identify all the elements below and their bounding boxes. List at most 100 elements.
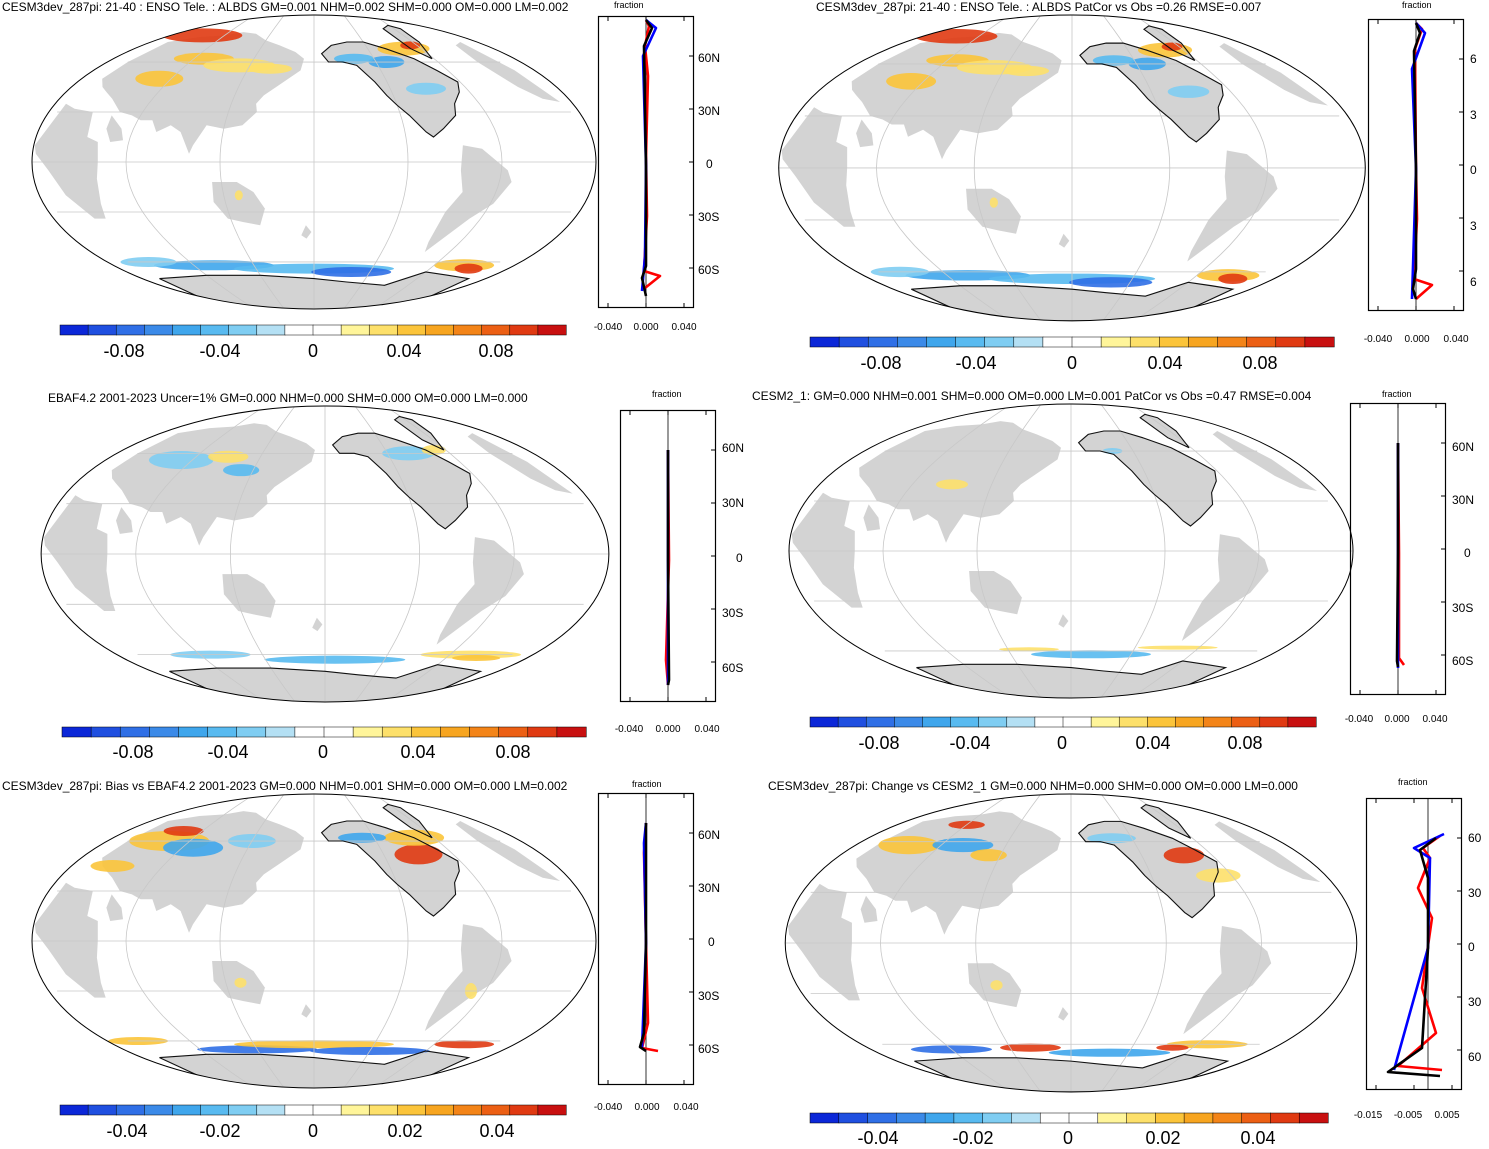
colorbar-swatch (922, 716, 952, 728)
anomaly-field (90, 826, 495, 1055)
longitude-line (341, 15, 409, 309)
land-polygon (312, 617, 323, 632)
anomaly-patch (234, 190, 243, 201)
colorbar-label: -0.04 (857, 1128, 899, 1148)
longitude-line (1098, 794, 1167, 1092)
colorbar-swatch (1175, 716, 1205, 728)
colorbar-swatch (90, 726, 121, 738)
colorbar-swatch (978, 716, 1008, 728)
land-polygon (863, 504, 880, 531)
colorbar-swatch (537, 1104, 567, 1116)
zonal-lat-label: 60 (1468, 831, 1482, 845)
anomaly-patch (394, 844, 443, 865)
anomaly-patch (135, 70, 184, 87)
coastlines (916, 413, 1228, 698)
anomaly-patch (338, 832, 386, 843)
coastlines (169, 415, 483, 702)
colorbar-label: -0.04 (949, 733, 991, 753)
land-polygon (383, 804, 433, 838)
colorbar (59, 324, 567, 336)
zonal-xlabel: fraction (652, 389, 682, 399)
land-polygon (116, 507, 133, 534)
colorbar-label: 0.04 (386, 341, 422, 361)
colorbar-swatch (236, 726, 267, 738)
land-polygon (1219, 43, 1328, 106)
colorbar-label: 0.08 (1227, 733, 1263, 753)
anomaly-patch (999, 647, 1059, 652)
coastline (1077, 820, 1219, 919)
anomaly-patch (990, 980, 1003, 991)
panel-title: CESM3dev_287pi: Bias vs EBAF4.2 2001-202… (2, 779, 568, 793)
colorbar-label: -0.04 (199, 341, 241, 361)
graticule (41, 406, 609, 702)
zonal-xlabel: fraction (614, 0, 644, 10)
graticule (785, 794, 1357, 1092)
zonal-lat-label: 0 (708, 935, 715, 949)
colorbar-swatch (115, 1104, 145, 1116)
colorbar-swatch (1006, 716, 1036, 728)
colorbar-swatch (953, 1112, 984, 1124)
colorbar-swatch (950, 716, 980, 728)
colorbar-swatch (61, 726, 92, 738)
zonal-lat-label: 60N (722, 441, 745, 455)
anomaly-patch (1161, 42, 1183, 51)
zonal-xlabel: fraction (1398, 777, 1428, 787)
land-polygon (1187, 150, 1278, 262)
land-polygon (424, 924, 512, 1031)
land-polygon (455, 42, 561, 102)
colorbar-swatch (1155, 1112, 1185, 1124)
colorbar-label: 0 (317, 742, 329, 762)
colorbar-swatch (1062, 716, 1092, 728)
colorbar-swatch (340, 1104, 370, 1116)
colorbar-swatch (368, 324, 398, 336)
zonal-x-tick: 0.040 (1443, 334, 1469, 345)
anomaly-patch (936, 479, 968, 490)
colorbar-swatch (87, 1104, 117, 1116)
colorbar-swatch (1246, 336, 1277, 348)
longitude-line (1126, 794, 1262, 1092)
zonal-lat-label: 60S (698, 1042, 720, 1056)
longitude-line (1100, 15, 1171, 321)
colorbar-label: 0.04 (400, 742, 436, 762)
coastline (331, 432, 472, 530)
anomaly-patch (1003, 65, 1050, 77)
coastline (1142, 25, 1196, 62)
anomaly-patch (1218, 273, 1248, 284)
panel-title: CESM3dev_287pi: Change vs CESM2_1 GM=0.0… (768, 779, 1298, 793)
zonal-x-tick: 0.000 (1384, 714, 1410, 725)
longitude-line (976, 404, 1044, 698)
land-polygon (1214, 821, 1321, 883)
map-border (31, 793, 597, 1089)
zonal-xlabel: fraction (1402, 0, 1432, 10)
colorbar-swatch (256, 1104, 286, 1116)
colorbar-swatch (809, 1112, 840, 1124)
land-polygon (1141, 804, 1191, 839)
longitude-line (125, 15, 260, 309)
coastlines (159, 24, 471, 309)
coastline (169, 664, 483, 702)
anomaly-patch (334, 53, 374, 64)
land-polygon (1058, 233, 1070, 248)
coastline (382, 803, 433, 839)
map-border (778, 14, 1366, 322)
colorbar-label: -0.08 (860, 353, 902, 373)
zonal-lat-label: 3 (1470, 108, 1477, 122)
zonal-lat-label: 30N (1452, 493, 1475, 507)
zonal-lat-label: 30 (1468, 995, 1482, 1009)
colorbar-label: 0.08 (478, 341, 514, 361)
colorbar (809, 716, 1317, 728)
colorbar-swatch (955, 336, 986, 348)
colorbar-swatch (200, 1104, 230, 1116)
longitude-line (352, 406, 421, 702)
colorbar-swatch (982, 1112, 1013, 1124)
colorbar-swatch (509, 1104, 539, 1116)
anomaly-patch (264, 655, 406, 664)
colorbar-swatch (1231, 716, 1261, 728)
anomaly-patch (421, 444, 446, 456)
zonal-x-tick: -0.040 (1363, 334, 1393, 345)
coastline (159, 1050, 471, 1088)
world-map (778, 14, 1366, 322)
land-polygon (1212, 431, 1318, 491)
panel-title: EBAF4.2 2001-2023 Uncer=1% GM=0.000 NHM=… (48, 391, 528, 405)
colorbar-swatch (312, 1104, 342, 1116)
